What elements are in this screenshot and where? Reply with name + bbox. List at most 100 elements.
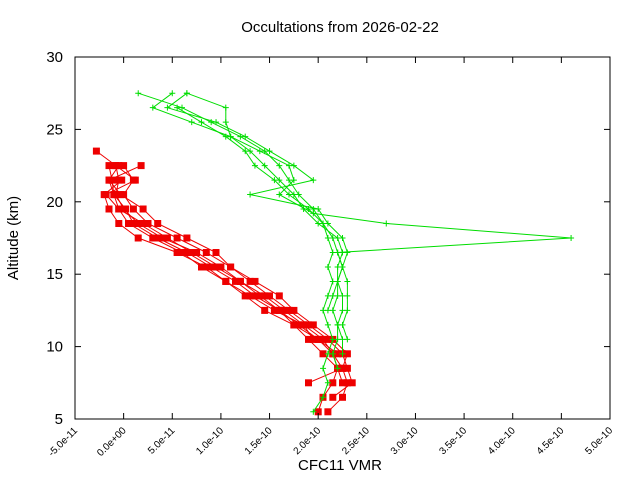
series-green-4 (174, 104, 351, 343)
data-point-plus (324, 379, 331, 386)
data-point-plus (266, 148, 273, 155)
data-point-square (270, 306, 278, 314)
data-point-square (275, 306, 283, 314)
data-point-plus (276, 177, 283, 184)
data-point-square (251, 277, 259, 285)
data-point-plus (334, 365, 341, 372)
data-point-square (125, 220, 132, 227)
data-point-plus (344, 278, 351, 285)
y-tick-label: 5 (55, 411, 63, 428)
data-point-square (117, 191, 125, 199)
data-point-square (329, 393, 337, 401)
data-point-plus (344, 307, 351, 314)
data-point-square (251, 292, 259, 300)
data-point-plus (247, 191, 254, 198)
data-point-plus (188, 119, 195, 126)
data-point-plus (290, 162, 297, 169)
data-point-plus (329, 350, 336, 357)
data-point-square (122, 205, 130, 213)
data-point-square (324, 335, 332, 343)
data-point-square (329, 379, 337, 387)
data-point-plus (310, 177, 317, 184)
data-point-square (343, 379, 351, 387)
data-point-plus (149, 104, 156, 111)
data-point-plus (339, 249, 346, 256)
data-point-square (144, 220, 152, 227)
y-tick-label: 15 (46, 266, 63, 283)
data-point-square (134, 220, 142, 227)
data-point-plus (300, 206, 307, 213)
data-point-square (105, 162, 113, 170)
data-point-square (217, 263, 225, 271)
data-point-square (178, 249, 186, 256)
data-point-plus (339, 321, 346, 328)
data-point-plus (339, 350, 346, 357)
data-point-square (129, 205, 137, 213)
data-point-square (241, 292, 249, 300)
data-point-square (163, 234, 171, 242)
data-point-square (188, 249, 196, 256)
data-point-square (290, 321, 298, 329)
y-tick-label: 10 (46, 339, 63, 356)
data-point-square (236, 277, 244, 285)
data-point-square (149, 234, 157, 242)
data-point-square (266, 292, 273, 300)
data-point-square (246, 277, 254, 285)
data-point-square (154, 220, 162, 227)
data-point-square (212, 249, 220, 256)
data-point-square (246, 292, 254, 300)
y-tick-label: 30 (46, 49, 63, 66)
plot-frame (74, 56, 611, 420)
data-point-plus (169, 90, 176, 97)
data-point-square (314, 408, 322, 416)
data-point-plus (198, 119, 205, 126)
data-point-plus (344, 336, 351, 343)
data-point-square (105, 205, 113, 213)
data-point-square (305, 379, 312, 387)
data-point-square (348, 379, 356, 387)
data-point-plus (276, 162, 283, 169)
data-point-square (173, 249, 181, 256)
data-point-plus (251, 162, 258, 169)
data-point-plus (324, 263, 331, 270)
data-point-square (212, 263, 220, 271)
data-point-square (202, 249, 210, 256)
data-point-square (110, 191, 118, 199)
data-point-plus (334, 278, 341, 285)
data-point-square (339, 393, 346, 401)
data-point-square (232, 277, 239, 285)
data-point-square (129, 220, 137, 227)
series-red-7 (100, 176, 317, 343)
data-point-square (139, 220, 147, 227)
data-point-square (154, 234, 162, 242)
data-point-plus (290, 191, 297, 198)
data-series-layer (92, 90, 575, 416)
data-point-square (193, 249, 201, 256)
data-point-square (280, 306, 288, 314)
series-line (151, 92, 572, 369)
data-point-plus (183, 90, 190, 97)
data-point-square (198, 263, 205, 271)
data-point-plus (383, 220, 390, 227)
data-point-square (207, 263, 215, 271)
data-point-square (173, 234, 181, 242)
data-point-square (115, 220, 123, 227)
data-point-square (120, 162, 128, 170)
data-point-square (139, 205, 147, 213)
data-point-square (339, 379, 346, 387)
data-point-square (222, 277, 230, 285)
data-point-plus (315, 206, 322, 213)
data-point-plus (334, 263, 341, 270)
data-point-square (343, 350, 351, 358)
data-point-plus (174, 104, 181, 111)
data-point-square (118, 176, 126, 184)
data-point-plus (222, 119, 229, 126)
data-point-square (300, 321, 308, 329)
data-point-plus (242, 133, 249, 140)
data-point-square (261, 292, 269, 300)
data-point-square (115, 205, 123, 213)
data-point-plus (324, 307, 331, 314)
chart-title: Occultations from 2026-02-22 (241, 19, 439, 36)
data-point-plus (261, 162, 268, 169)
data-point-square (105, 176, 113, 184)
